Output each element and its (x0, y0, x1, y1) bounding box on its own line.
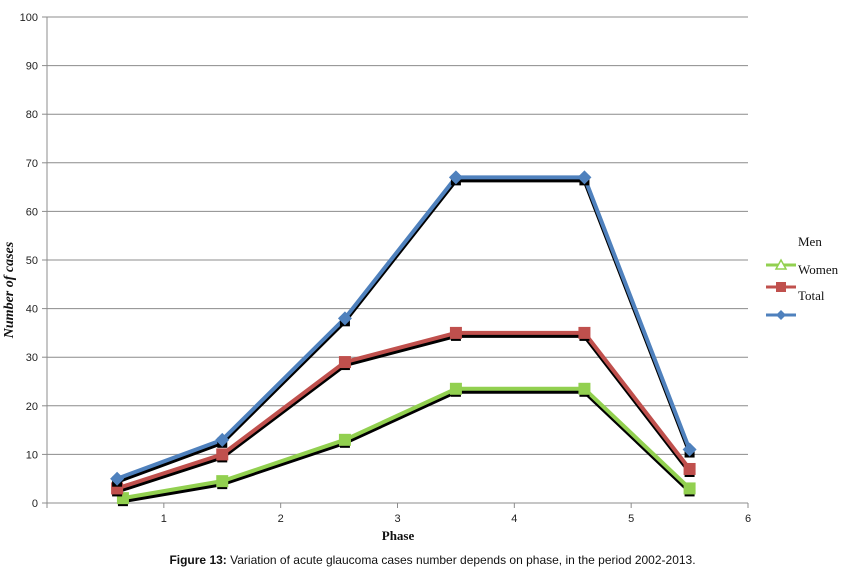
series-2-point (110, 471, 125, 486)
series-0-point (578, 382, 591, 395)
y-axis-ticks: 0 10 20 30 40 50 60 70 80 90 100 (20, 12, 47, 510)
series-1-point (578, 326, 591, 339)
series-2-point (448, 170, 463, 185)
series-0-shadow (122, 389, 691, 504)
y-tick-label: 50 (26, 255, 38, 267)
line-chart: 0 10 20 30 40 50 60 70 80 90 100 1 2 3 4 5 6 Number of … (2, 12, 839, 543)
y-tick-label: 100 (20, 12, 38, 24)
series-0-point (216, 475, 229, 488)
x-tick-label: 2 (278, 513, 284, 525)
series-0-point (338, 433, 351, 446)
series-2-line (116, 175, 692, 481)
legend-swatch-marker (776, 310, 786, 320)
y-tick-label: 70 (26, 158, 38, 170)
series-0-point (449, 382, 462, 395)
series-1-point (338, 356, 351, 369)
caption-text: Variation of acute glaucoma cases number… (226, 553, 696, 567)
series-0-point (683, 482, 696, 495)
y-tick-label: 10 (26, 449, 38, 461)
x-tick-label: 6 (745, 513, 751, 525)
y-tick-label: 30 (26, 352, 38, 364)
x-tick-label: 4 (511, 513, 517, 525)
series-2-point (682, 442, 697, 457)
legend-swatch-marker (774, 258, 788, 270)
series-1-point (449, 326, 462, 339)
gridlines (47, 16, 748, 455)
y-tick-label: 40 (26, 304, 38, 316)
series-2-point (337, 311, 352, 326)
legend-label: Men (798, 234, 822, 249)
data-series (110, 170, 697, 507)
y-tick-label: 0 (32, 498, 38, 510)
caption-prefix: Figure 13: (169, 553, 227, 567)
y-axis-label: Number of cases (2, 241, 17, 339)
figure-caption: Figure 13: Variation of acute glaucoma c… (0, 553, 865, 567)
y-tick-label: 80 (26, 109, 38, 121)
series-1-point (216, 448, 229, 461)
series-0-line (122, 386, 691, 501)
legend-label: Total (798, 288, 825, 303)
legend: Men Women Total (766, 234, 839, 320)
y-tick-label: 60 (26, 206, 38, 218)
series-1-line (116, 330, 692, 491)
x-tick-label: 5 (628, 513, 634, 525)
x-axis-label: Phase (382, 528, 415, 543)
x-tick-label: 1 (161, 513, 167, 525)
axes (42, 17, 748, 508)
series-1-point (683, 462, 696, 475)
x-tick-label: 3 (394, 513, 400, 525)
series-2-point (215, 432, 230, 447)
x-axis-ticks: 1 2 3 4 5 6 (161, 503, 751, 525)
legend-swatch-marker (776, 282, 786, 292)
y-tick-label: 20 (26, 401, 38, 413)
legend-label: Women (798, 262, 839, 277)
series-2-point (577, 170, 592, 185)
y-tick-label: 90 (26, 61, 38, 73)
